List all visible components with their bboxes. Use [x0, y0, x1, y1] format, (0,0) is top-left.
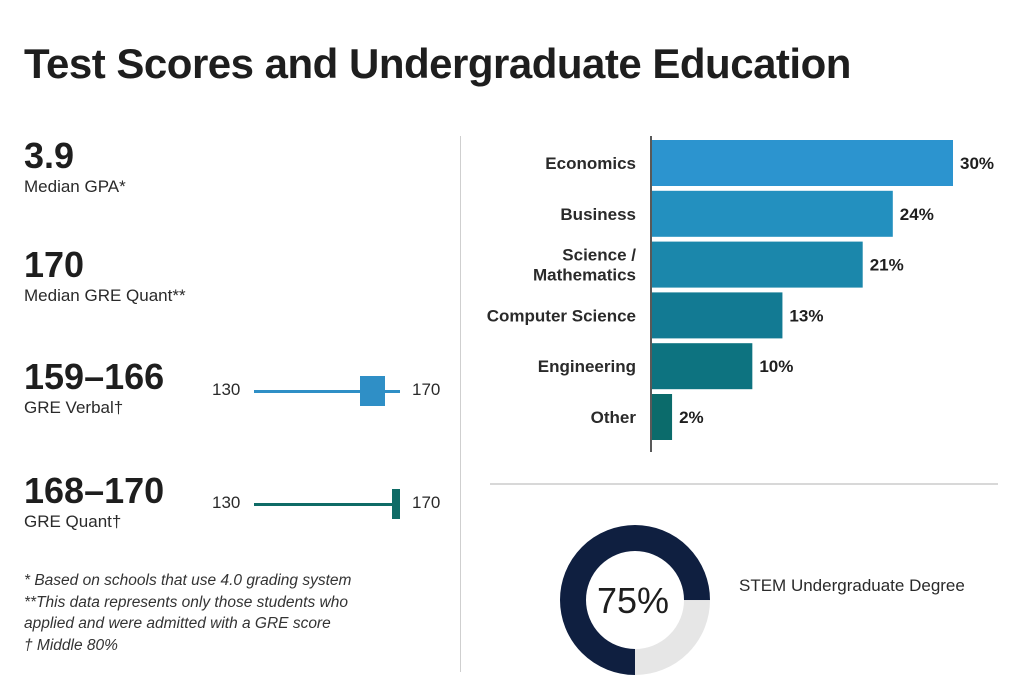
stat-gre-quant: 168–170 GRE Quant†	[24, 471, 164, 533]
page-title: Test Scores and Undergraduate Education	[24, 40, 851, 87]
stat-median-gpa: 3.9 Median GPA*	[24, 136, 126, 198]
stem-donut-chart: 75%	[560, 525, 710, 675]
stat-label: Median GPA*	[24, 177, 126, 196]
bar	[652, 190, 893, 237]
footnote: applied and were admitted with a GRE sco…	[24, 615, 331, 632]
vertical-divider	[460, 136, 461, 672]
bar	[652, 292, 783, 339]
range-min-label: 130	[212, 493, 241, 512]
stat-label: GRE Quant†	[24, 512, 122, 531]
bar-value-label: 2%	[679, 408, 704, 427]
range-min-label: 130	[212, 380, 241, 399]
bar-value-label: 13%	[789, 306, 823, 325]
footnote: **This data represents only those studen…	[24, 593, 348, 611]
category-label: Other	[591, 408, 637, 427]
stat-gre-verbal: 159–166 GRE Verbal†	[24, 357, 164, 419]
horizontal-divider	[490, 483, 998, 485]
bar	[652, 140, 953, 186]
footnote: † Middle 80%	[24, 636, 118, 654]
stat-median-gre-quant: 170 Median GRE Quant**	[24, 245, 186, 307]
bar-value-label: 30%	[960, 154, 994, 173]
stat-value: 168–170	[24, 470, 165, 511]
range-max-label: 170	[412, 380, 441, 399]
range-track	[254, 503, 400, 506]
category-label: Science / Mathematics	[533, 246, 636, 285]
gre-verbal-range: 130 170	[212, 370, 452, 410]
bar	[652, 241, 863, 288]
undergraduate-major-bar-chart: 30% Economics 24% Business 21% Science / Mathe…	[487, 136, 994, 452]
category-label: Business	[560, 205, 636, 224]
bar	[652, 394, 673, 440]
stat-value: 170	[24, 244, 85, 285]
range-max-label: 170	[412, 493, 441, 512]
donut-segment-other	[560, 525, 710, 675]
bar-value-label: 24%	[900, 205, 934, 224]
bar-value-label: 10%	[759, 357, 793, 376]
range-box	[359, 376, 386, 406]
stat-label: GRE Verbal†	[24, 398, 124, 417]
donut-center-label: 75%	[597, 580, 669, 621]
category-label: Computer Science	[487, 306, 636, 325]
footnote: * Based on schools that use 4.0 grading …	[24, 572, 352, 589]
range-box	[392, 489, 400, 519]
bar-value-label: 21%	[870, 256, 904, 275]
stat-value: 159–166	[24, 356, 165, 397]
range-track	[254, 390, 400, 393]
donut-caption: STEM Undergraduate Degree	[739, 576, 965, 595]
stat-value: 3.9	[24, 135, 75, 176]
footnotes: * Based on schools that use 4.0 grading …	[24, 570, 351, 656]
bar	[652, 343, 753, 390]
stat-label: Median GRE Quant**	[24, 286, 186, 305]
gre-quant-range: 130 170	[212, 483, 452, 523]
category-label: Economics	[545, 154, 636, 173]
category-label: Engineering	[538, 357, 636, 376]
